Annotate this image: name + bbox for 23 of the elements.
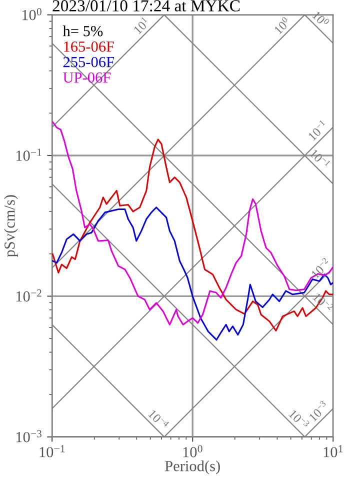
y-tick-label: 10$^{−1}$ bbox=[16, 148, 42, 161]
y-tick-label: 10$^{−3}$ bbox=[16, 430, 42, 442]
x-tick-label: 10$^{1}$ bbox=[324, 445, 343, 458]
text: UP-06F bbox=[63, 72, 111, 83]
annotation: 10$^{−3}$ bbox=[288, 408, 310, 430]
y-axis-title: pSv(cm/s) bbox=[4, 195, 18, 258]
legend-title: h= 5% bbox=[62, 26, 103, 36]
chart-title: 2023/01/10 17:24 at MYKC bbox=[52, 0, 240, 12]
annotation: 10$^{−2}$ bbox=[310, 257, 332, 279]
x-tick-label: 10$^{0}$ bbox=[183, 445, 202, 458]
text: 165-06F bbox=[64, 41, 114, 52]
annotation: 10$^{1}$ bbox=[132, 16, 150, 34]
y-tick-label: 10$^{0}$ bbox=[22, 8, 42, 20]
text: 255-06F bbox=[63, 56, 114, 68]
annotation: 10$^{0}$ bbox=[312, 10, 330, 28]
annotation: 10$^{0}$ bbox=[272, 16, 291, 34]
annotation: 10$^{−1}$ bbox=[309, 148, 331, 170]
x-tick-label: 10$^{−1}$ bbox=[40, 445, 65, 458]
annotation: 10$^{−4}$ bbox=[148, 408, 170, 430]
annotation: 10$^{−1}$ bbox=[306, 120, 328, 141]
x-axis-title: Period(s) bbox=[165, 460, 220, 474]
y-tick-label: 10$^{−2}$ bbox=[16, 289, 42, 302]
annotation: 10$^{−3}$ bbox=[308, 400, 330, 422]
